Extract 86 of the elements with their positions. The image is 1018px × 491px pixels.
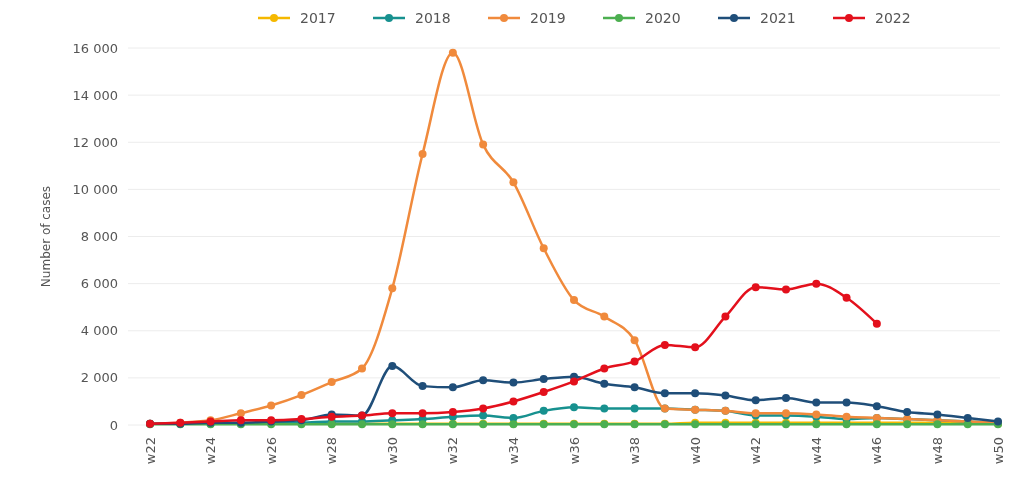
- point: [812, 279, 821, 288]
- point: [448, 383, 457, 392]
- point: [570, 377, 578, 386]
- y-tick-label: 16 000: [72, 40, 118, 56]
- point: [842, 293, 851, 302]
- x-tick-label: w50: [990, 437, 1006, 465]
- legend-label: 2021: [760, 9, 796, 26]
- point: [327, 378, 336, 387]
- point: [933, 410, 942, 419]
- point: [782, 393, 790, 402]
- y-tick-label: 10 000: [72, 181, 118, 197]
- y-axis-title: Number of cases: [39, 185, 53, 288]
- point: [630, 404, 639, 413]
- point: [691, 343, 700, 352]
- x-tick-label: w30: [384, 437, 400, 465]
- legend-label: 2019: [530, 9, 566, 26]
- point: [751, 283, 760, 292]
- y-tick-label: 12 000: [72, 134, 118, 150]
- x-tick-label: w34: [505, 437, 521, 465]
- y-tick-label: 4 000: [80, 323, 118, 339]
- x-tick-label: w46: [869, 437, 885, 465]
- legend-label: 2022: [875, 9, 911, 26]
- x-tick-label: w42: [748, 437, 764, 465]
- point: [539, 406, 548, 415]
- point: [358, 364, 366, 373]
- point: [388, 284, 397, 293]
- point: [570, 296, 578, 305]
- x-tick-label: w44: [808, 437, 824, 465]
- point: [479, 411, 488, 420]
- x-tick-label: w24: [203, 437, 219, 465]
- y-tick-label: 8 000: [80, 229, 118, 245]
- point: [509, 178, 518, 187]
- point: [660, 389, 669, 398]
- point: [448, 48, 457, 57]
- point: [782, 285, 790, 294]
- y-tick-label: 14 000: [72, 87, 118, 103]
- x-tick-label: w28: [324, 437, 340, 465]
- point: [388, 362, 397, 371]
- y-tick-label: 6 000: [80, 276, 118, 292]
- point: [448, 408, 457, 417]
- point: [691, 389, 700, 398]
- point: [963, 413, 972, 422]
- point: [630, 357, 639, 366]
- point: [812, 398, 821, 407]
- point: [267, 401, 276, 410]
- point: [721, 312, 730, 321]
- point: [388, 409, 397, 418]
- point: [479, 140, 488, 149]
- point: [297, 391, 306, 400]
- point: [660, 340, 669, 349]
- point: [509, 397, 518, 406]
- point: [418, 409, 427, 418]
- point: [872, 319, 881, 328]
- point: [479, 404, 488, 413]
- point: [600, 312, 609, 321]
- point: [630, 336, 639, 345]
- point: [418, 382, 427, 391]
- point: [236, 409, 245, 418]
- point: [630, 383, 639, 392]
- point: [418, 150, 427, 159]
- legend-label: 2017: [300, 9, 336, 26]
- point: [903, 408, 912, 417]
- x-tick-label: w48: [929, 437, 945, 465]
- x-tick-label: w22: [142, 437, 158, 465]
- point: [539, 388, 548, 397]
- point: [721, 391, 730, 400]
- x-tick-label: w26: [263, 437, 279, 465]
- x-tick-label: w32: [445, 437, 461, 465]
- point: [509, 378, 518, 387]
- x-tick-label: w36: [566, 437, 582, 465]
- point: [842, 398, 851, 407]
- point: [539, 244, 548, 253]
- point: [570, 403, 578, 412]
- point: [600, 364, 609, 373]
- y-tick-label: 0: [109, 417, 118, 433]
- legend-label: 2018: [415, 9, 451, 26]
- point: [872, 402, 881, 411]
- point: [479, 376, 488, 385]
- point: [539, 375, 548, 384]
- legend-label: 2020: [645, 9, 681, 26]
- x-tick-label: w40: [687, 437, 703, 465]
- point: [751, 396, 760, 405]
- point: [600, 379, 609, 388]
- y-tick-label: 2 000: [80, 370, 118, 386]
- point: [600, 404, 609, 413]
- x-tick-label: w38: [627, 437, 643, 465]
